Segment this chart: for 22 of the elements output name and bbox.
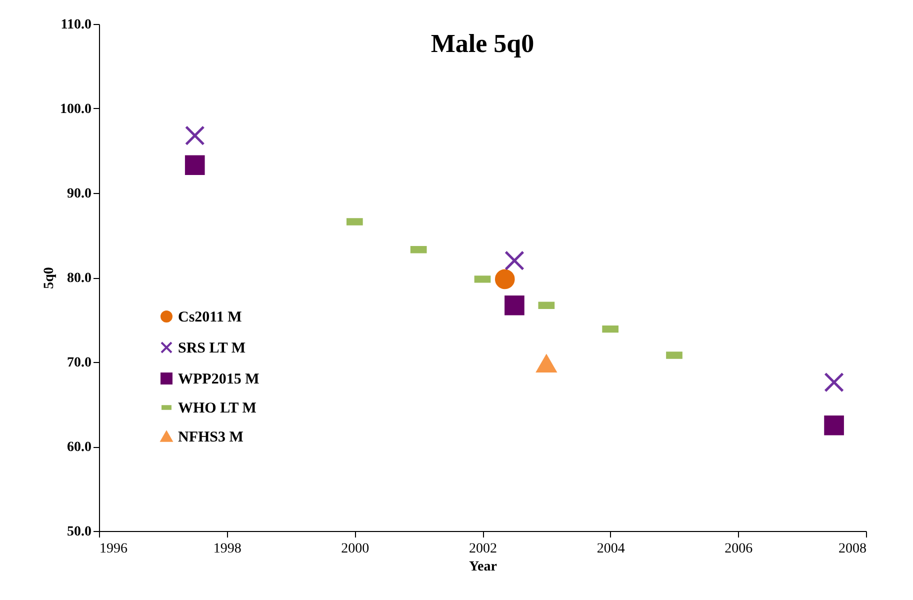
legend-label: WPP2015 M — [178, 372, 260, 388]
y-tick-label: 80.0 — [67, 271, 92, 286]
x-tick-label: 2004 — [596, 542, 625, 556]
x-tick-label: 2006 — [724, 542, 753, 556]
x-tick-label: 1996 — [100, 542, 128, 556]
x-axis-title: Year — [469, 560, 497, 574]
legend-label: WHO LT M — [178, 400, 256, 416]
x-tick-label: 2000 — [341, 542, 370, 556]
chart-title: Male 5q0 — [430, 29, 534, 58]
x-tick-label: 2002 — [469, 542, 497, 556]
x-tick-label: 2008 — [838, 542, 866, 556]
y-axis-title: 5q0 — [42, 267, 57, 289]
legend-label: Cs2011 M — [178, 310, 242, 326]
legend-label: SRS LT M — [178, 340, 246, 356]
y-tick-label: 100.0 — [60, 102, 92, 117]
y-tick-label: 50.0 — [67, 524, 92, 540]
x-tick-label: 1998 — [213, 542, 242, 556]
y-tick-label: 90.0 — [67, 186, 92, 202]
y-tick-label: 60.0 — [67, 440, 92, 455]
y-tick-label: 110.0 — [60, 18, 92, 32]
y-tick-label: 70.0 — [67, 356, 92, 370]
legend-label: NFHS3 M — [178, 430, 244, 446]
